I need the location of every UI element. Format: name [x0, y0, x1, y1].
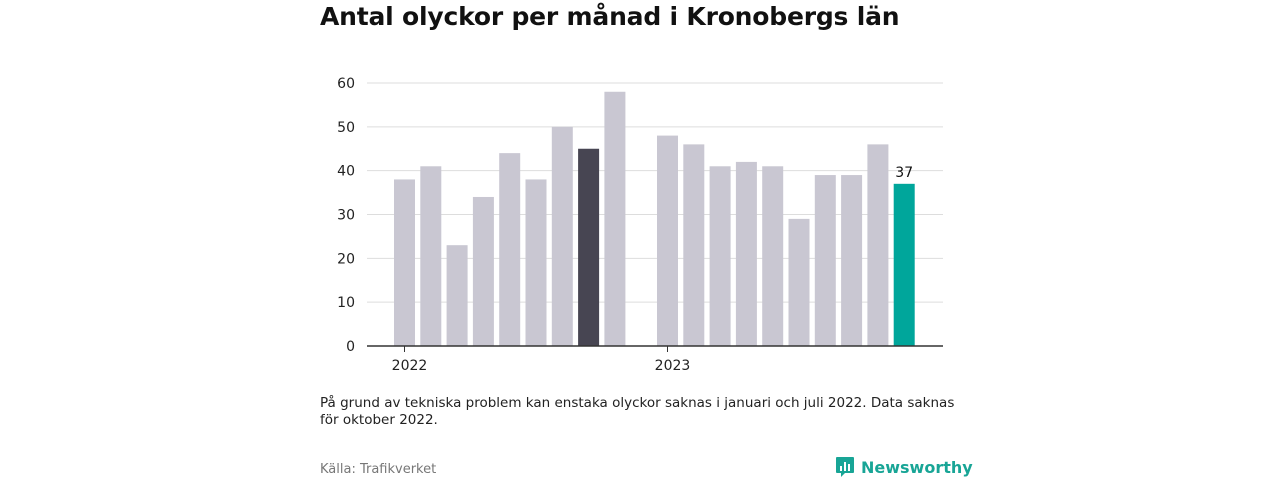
- y-tick-label: 40: [337, 164, 355, 180]
- bar: [814, 175, 836, 346]
- bar: [709, 166, 731, 346]
- bar: [446, 245, 468, 346]
- axis-labels: 0 10 20 30 40 50 60 37 2022 2023: [337, 76, 913, 374]
- bar: [394, 179, 415, 346]
- bars: [367, 91, 943, 347]
- y-tick-label: 20: [337, 251, 355, 267]
- bar: [735, 161, 757, 346]
- bar: [867, 144, 889, 346]
- bar: [472, 196, 494, 346]
- y-tick-label: 0: [346, 339, 355, 355]
- bar-chart: 0 10 20 30 40 50 60 37 2022 2023: [337, 76, 943, 374]
- y-tick-label: 30: [337, 208, 355, 224]
- x-tick-label: 2023: [655, 358, 691, 374]
- bar: [525, 179, 547, 346]
- x-tick-label: 2022: [392, 358, 428, 374]
- source-label: Källa: Trafikverket: [320, 462, 437, 477]
- data-label: 37: [895, 165, 913, 181]
- bar: [893, 183, 915, 346]
- brand-logo[interactable]: Newsworthy: [835, 454, 973, 480]
- bar: [578, 148, 600, 346]
- bar: [683, 144, 705, 346]
- bar: [788, 218, 810, 346]
- y-tick-label: 60: [337, 76, 355, 92]
- footnote: På grund av tekniska problem kan enstaka…: [320, 395, 955, 428]
- y-tick-label: 10: [337, 295, 355, 311]
- bar: [551, 126, 573, 346]
- bar-chart-icon: [836, 457, 854, 477]
- bar: [762, 166, 784, 346]
- bar: [604, 91, 626, 347]
- bar: [499, 153, 521, 346]
- bar: [841, 175, 863, 346]
- y-tick-label: 50: [337, 120, 355, 136]
- bar: [420, 166, 442, 346]
- bar: [657, 135, 678, 346]
- chart-title: Antal olyckor per månad i Kronobergs län: [320, 2, 900, 31]
- brand-name: Newsworthy: [861, 457, 973, 477]
